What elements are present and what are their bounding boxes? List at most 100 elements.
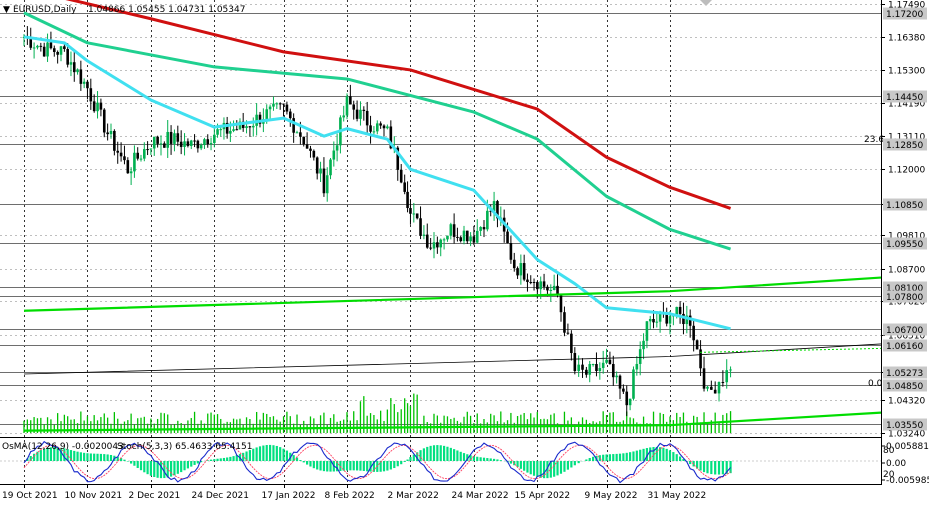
time-label: 9 May 2022 <box>585 491 638 501</box>
time-axis: 19 Oct 2021 10 Nov 2021 2 Dec 2021 24 Dec 2… <box>2 484 706 501</box>
candle-body <box>209 143 213 145</box>
candle-body <box>442 239 446 241</box>
candle-body <box>92 101 96 112</box>
level-label: 1.06160 <box>886 342 923 352</box>
chart-ohlc: 1.04866 1.05455 1.04731 1.05347 <box>88 5 245 15</box>
candle-body <box>335 145 339 151</box>
level-label: 1.07800 <box>886 293 923 303</box>
candle-body <box>329 159 332 176</box>
candle-body <box>710 386 713 390</box>
candle-body <box>36 45 39 48</box>
level-label: 1.17200 <box>886 10 923 20</box>
candle-body <box>459 237 463 242</box>
candle-body <box>466 230 469 242</box>
candle-body <box>422 234 426 236</box>
candle-body <box>682 313 685 325</box>
overlay-line-ma-green <box>23 11 732 251</box>
candle-body <box>425 234 429 248</box>
candle-body <box>482 227 486 230</box>
candle-body <box>325 175 329 194</box>
candle-body <box>585 369 588 375</box>
candle-body <box>432 242 436 249</box>
time-label: 24 Dec 2021 <box>192 491 250 501</box>
candle-body <box>665 313 669 324</box>
candle-body <box>386 126 389 129</box>
candle-body <box>446 235 449 240</box>
level-label-box <box>883 290 927 303</box>
candle-body <box>302 136 306 145</box>
moving-averages <box>23 0 881 432</box>
candle-body <box>268 106 272 110</box>
candle-body <box>149 148 153 150</box>
candle-body <box>66 49 69 65</box>
candles <box>22 26 732 417</box>
overlay-line-ma-red <box>65 0 732 210</box>
candle-body <box>456 236 459 238</box>
candle-body <box>436 242 439 248</box>
level-label-box <box>883 90 927 103</box>
candle-body <box>399 169 403 183</box>
level-label-box <box>883 323 927 336</box>
candle-body <box>509 243 513 260</box>
chart-header-triangle-icon[interactable]: ▼ <box>3 5 10 15</box>
candle-body <box>475 230 479 243</box>
candle-body <box>685 315 689 325</box>
candle-body <box>506 231 509 244</box>
candle-body <box>123 156 126 161</box>
candle-body <box>136 152 140 159</box>
stoch-level-label: 20 <box>883 470 895 480</box>
candle-body <box>532 282 536 284</box>
candle-body <box>216 129 219 135</box>
candle-body <box>199 145 203 149</box>
candle-body <box>678 306 682 314</box>
candle-body <box>282 103 285 105</box>
time-label: 19 Oct 2021 <box>2 491 58 501</box>
price-label: 1.13110 <box>888 133 925 143</box>
candle-body <box>601 362 605 369</box>
time-label: 8 Feb 2022 <box>325 491 375 501</box>
osc-label: 0.0058815 <box>886 442 929 452</box>
candle-body <box>622 388 625 392</box>
candle-body <box>638 349 642 364</box>
candle-body <box>675 306 679 316</box>
candle-body <box>76 69 79 73</box>
candle-body <box>179 141 183 147</box>
candle-body <box>492 201 496 212</box>
candle-body <box>362 109 366 111</box>
candle-body <box>415 213 419 219</box>
candle-body <box>319 168 322 174</box>
candle-body <box>628 398 632 406</box>
scroll-arrow-icon[interactable] <box>700 0 712 6</box>
candle-body <box>89 88 93 102</box>
candle-body <box>292 118 295 133</box>
stoch-level-label: 80 <box>883 446 895 456</box>
candle-body <box>409 208 412 214</box>
candle-body <box>176 133 180 142</box>
candle-body <box>512 259 516 269</box>
candle-body <box>588 364 592 375</box>
level-label: 1.09550 <box>886 240 923 250</box>
candle-body <box>615 375 618 378</box>
level-label: 1.05273 <box>886 369 923 379</box>
candle-body <box>355 109 359 119</box>
candle-body <box>658 312 662 322</box>
candle-body <box>39 45 43 47</box>
osma-title: OsMA(12,26,9) -0.0020043 <box>2 442 124 452</box>
candle-body <box>695 340 699 350</box>
candle-body <box>345 96 349 116</box>
candle-body <box>245 126 248 129</box>
candle-body <box>72 62 76 73</box>
candle-body <box>608 359 612 364</box>
time-label: 10 Nov 2021 <box>65 491 123 501</box>
candle-body <box>706 386 709 389</box>
candle-body <box>419 218 422 236</box>
candle-body <box>232 129 235 131</box>
candle-body <box>238 121 242 130</box>
candle-body <box>566 332 570 334</box>
price-label: 1.06510 <box>888 332 925 342</box>
candle-body <box>522 263 526 280</box>
candle-body <box>349 96 352 105</box>
candle-body <box>552 285 556 290</box>
candle-body <box>702 368 706 389</box>
